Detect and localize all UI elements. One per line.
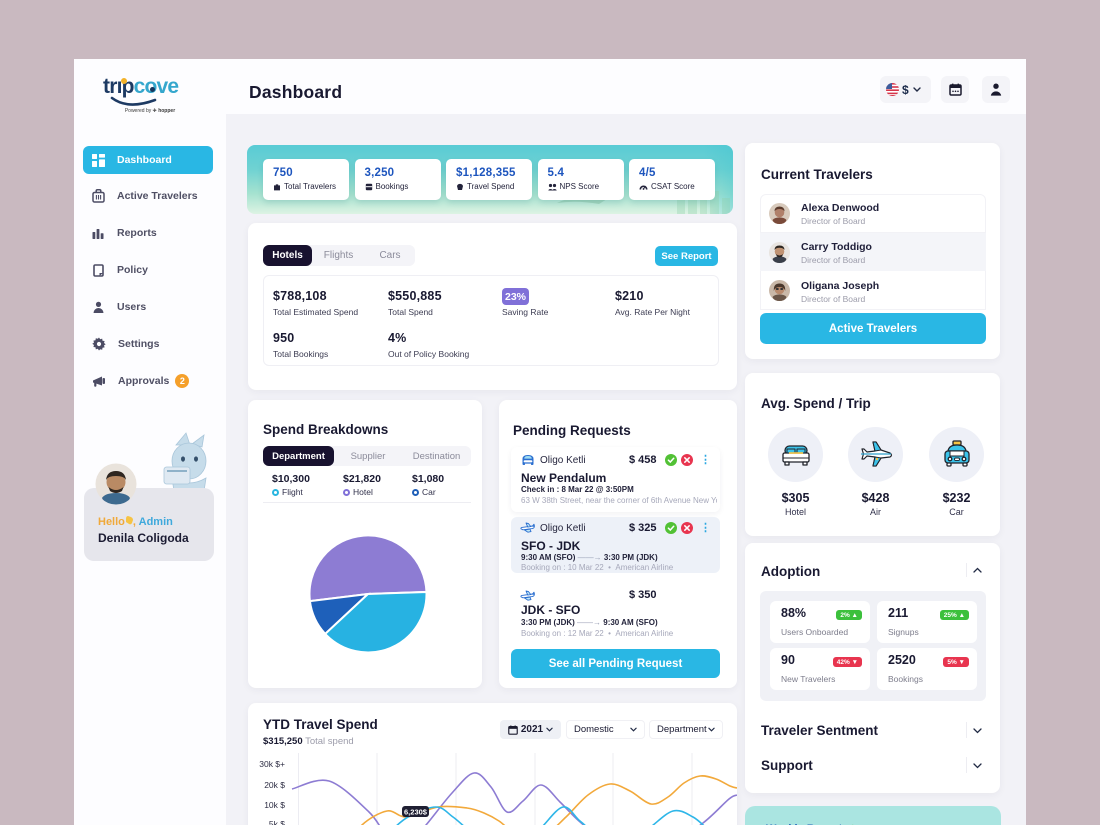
svg-text:6,230$: 6,230$ [404, 808, 428, 817]
